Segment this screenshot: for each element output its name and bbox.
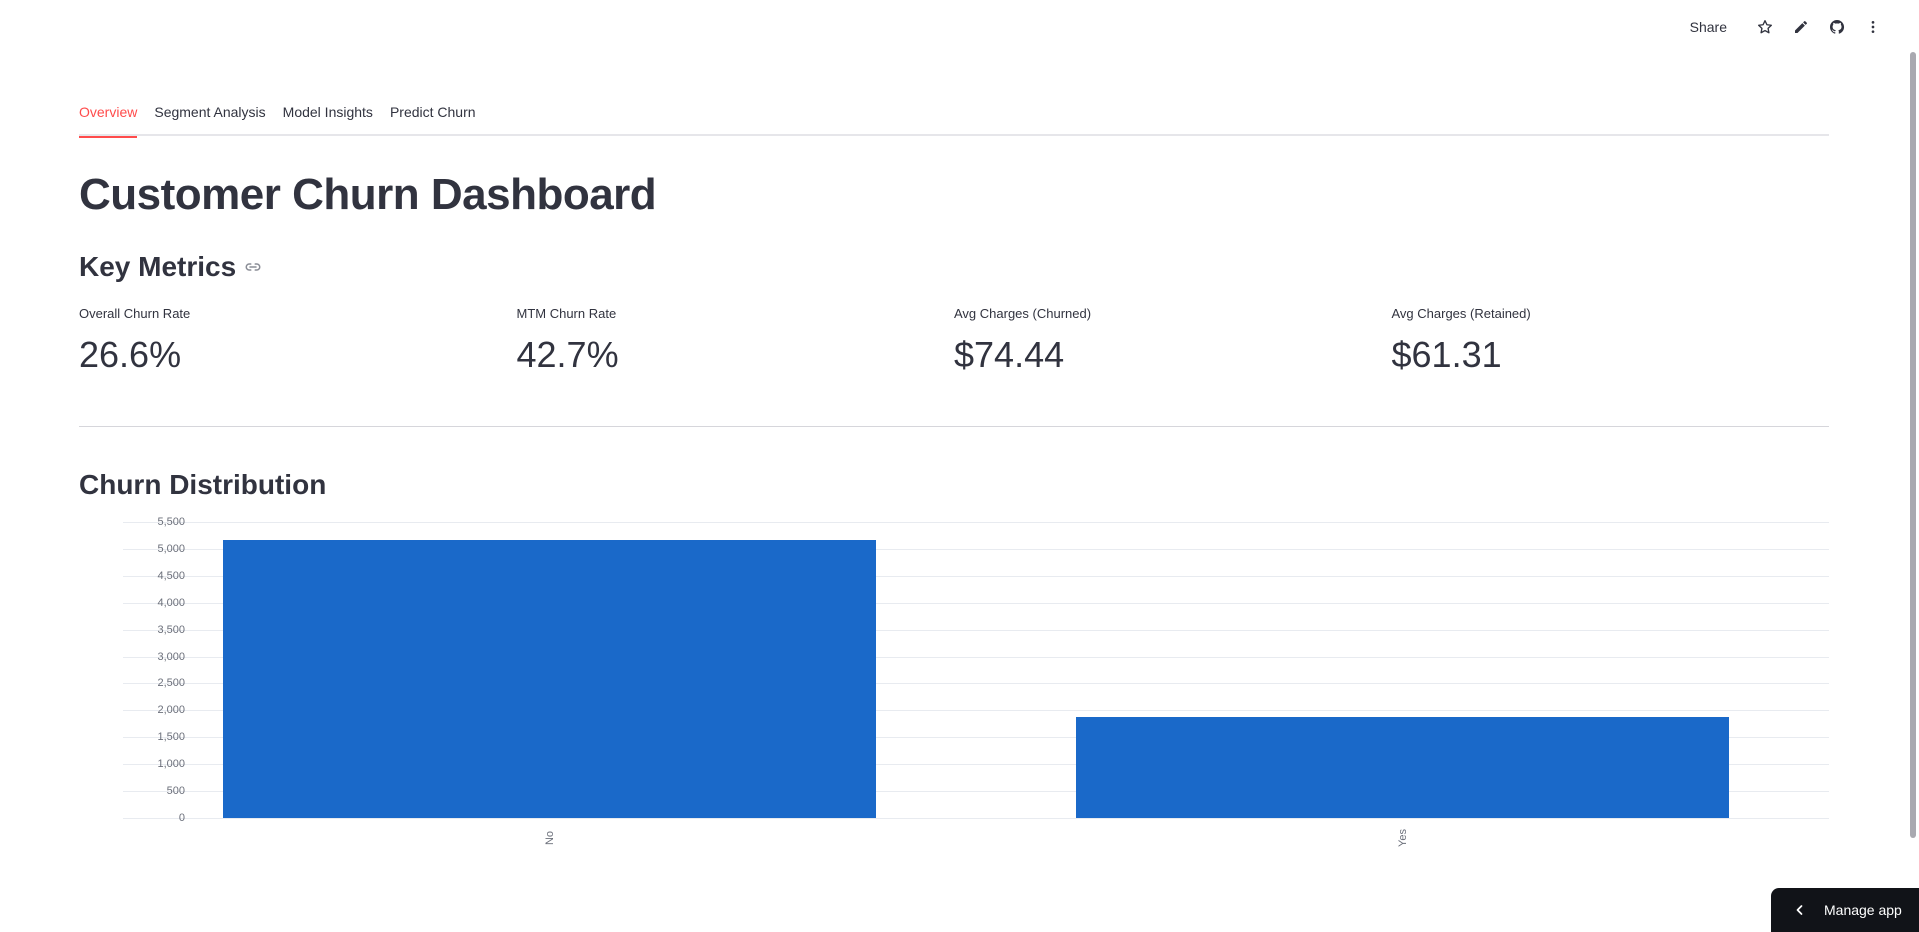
tab-segment-analysis[interactable]: Segment Analysis <box>154 104 266 120</box>
y-tick-label: 4,000 <box>157 596 185 609</box>
gridline <box>123 602 1829 604</box>
gridline <box>123 683 1829 685</box>
metric-avg-charges-churned: Avg Charges (Churned) $74.44 <box>954 306 1392 377</box>
y-tick-label: 3,000 <box>157 650 185 663</box>
y-tick-label: 5,500 <box>157 516 185 528</box>
x-tick-label: Yes <box>1396 829 1409 847</box>
gridline <box>123 656 1829 658</box>
more-options-button[interactable] <box>1855 9 1891 45</box>
gridline <box>123 737 1829 739</box>
y-tick-label: 2,000 <box>157 704 185 717</box>
y-tick-label: 1,000 <box>157 758 185 771</box>
metric-value: $61.31 <box>1391 334 1502 375</box>
link-icon <box>245 263 261 271</box>
star-button[interactable] <box>1747 9 1783 45</box>
metric-value: 26.6% <box>79 334 182 375</box>
metric-mtm-churn-rate: MTM Churn Rate 42.7% <box>517 306 955 377</box>
tab-bar: Overview Segment Analysis Model Insights… <box>79 100 1829 138</box>
y-tick-label: 5,000 <box>157 542 185 555</box>
metric-avg-charges-retained: Avg Charges (Retained) $61.31 <box>1392 306 1830 377</box>
gridline <box>123 791 1829 793</box>
github-icon <box>1830 20 1845 34</box>
metric-value: 42.7% <box>516 334 619 375</box>
page-scrollbar[interactable] <box>1910 52 1916 838</box>
gridline <box>123 818 1829 819</box>
churn-distribution-chart[interactable]: 0 500 1,000 1,500 2,000 2,500 3,000 3,500 4,000 4… <box>79 516 1829 860</box>
manage-app-label: Manage app <box>1824 902 1902 918</box>
churn-distribution-title: Churn Distribution <box>79 469 327 500</box>
more-vertical-icon <box>1871 21 1875 33</box>
metric-label: Overall Churn Rate <box>79 306 191 321</box>
metrics-row: Overall Churn Rate 26.6% MTM Churn Rate … <box>79 306 1829 377</box>
bar-no[interactable] <box>223 539 876 818</box>
x-tick-label: No <box>543 830 556 846</box>
section-divider <box>79 426 1829 427</box>
y-tick-label: 2,500 <box>157 677 185 690</box>
y-tick-label: 1,500 <box>157 731 185 744</box>
churn-distribution-heading: Churn Distribution <box>79 469 326 501</box>
gridline <box>123 548 1829 550</box>
y-tick-label: 0 <box>178 812 185 824</box>
top-toolbar: Share <box>1690 0 1919 54</box>
share-button[interactable]: Share <box>1689 19 1727 35</box>
gridline <box>123 764 1829 766</box>
tab-model-insights[interactable]: Model Insights <box>282 104 373 120</box>
y-tick-label: 4,500 <box>157 569 185 582</box>
key-metrics-heading: Key Metrics <box>79 251 262 283</box>
gridline <box>123 522 1829 523</box>
metric-value: $74.44 <box>954 334 1065 375</box>
y-tick-label: 3,500 <box>157 623 185 636</box>
metric-overall-churn-rate: Overall Churn Rate 26.6% <box>79 306 517 377</box>
gridline <box>123 710 1829 712</box>
github-button[interactable] <box>1819 9 1855 45</box>
chevron-left-wrap <box>1794 904 1806 916</box>
gridline <box>123 629 1829 631</box>
anchor-link[interactable] <box>244 258 262 276</box>
edit-button[interactable] <box>1783 9 1819 45</box>
metric-label: Avg Charges (Retained) <box>1391 306 1531 321</box>
page-title: Customer Churn Dashboard <box>79 170 657 219</box>
tab-overview[interactable]: Overview <box>79 100 138 138</box>
star-icon <box>1758 20 1772 34</box>
metric-label: Avg Charges (Churned) <box>954 306 1092 321</box>
y-tick-label: 500 <box>166 785 185 798</box>
metric-label: MTM Churn Rate <box>516 306 617 321</box>
bar-yes[interactable] <box>1076 717 1729 818</box>
pencil-icon <box>1795 20 1808 33</box>
tab-predict-churn[interactable]: Predict Churn <box>389 104 476 120</box>
chevron-left-icon <box>1796 905 1803 915</box>
manage-app-button[interactable]: Manage app <box>1771 888 1919 932</box>
key-metrics-title: Key Metrics <box>79 251 237 282</box>
gridline <box>123 575 1829 577</box>
